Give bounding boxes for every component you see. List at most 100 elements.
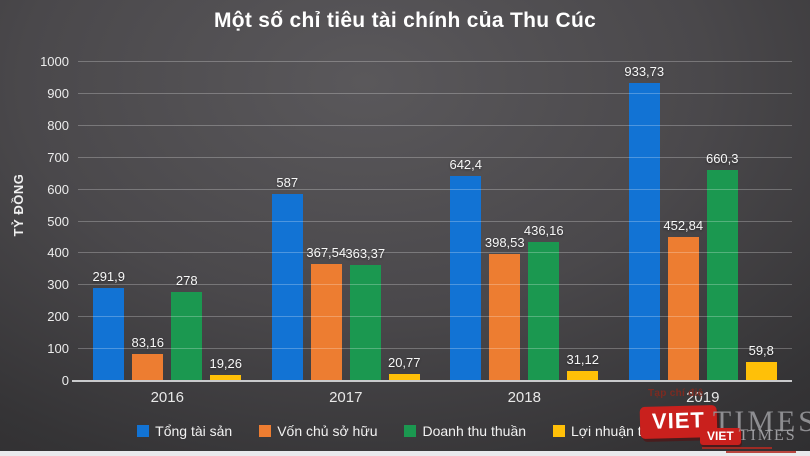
bar-value-label: 933,73 [624,64,665,80]
bar-value-label: 278 [175,273,198,289]
bar-2017 [349,265,381,381]
bar-wrap: 19,26 [209,356,242,381]
chart-title: Một số chỉ tiêu tài chính của Thu Cúc [213,9,597,32]
bar-group-2019: 933,73 452,84 660,3 59,8 2019 [624,62,777,406]
bar-wrap: 398,53 [485,235,525,381]
bar-group-2017: 587 367,54 363,37 20,77 2017 [271,62,421,406]
y-tick-label: 900 [47,85,69,101]
gridline [78,92,792,94]
legend-swatch [553,425,566,437]
y-tick-label: 400 [47,245,69,261]
legend-label: Doanh thu thuần [422,423,527,439]
legend: Tổng tài sản Vốn chủ sở hữu Doanh thu thuầ… [0,423,810,439]
bar-2016 [210,374,242,381]
bar-value-label: 19,26 [209,355,243,371]
bar-wrap: 59,8 [745,343,777,381]
bar-2018 [528,241,560,381]
y-tick-label: 700 [47,149,69,165]
bar-value-label: 436,16 [523,222,564,238]
bar-2019 [706,170,738,381]
bar-wrap: 642,4 [449,157,482,381]
bar-groups: 291,9 83,16 278 19,26 2016 587 367,54 363,37 20,… [78,62,792,406]
watermark-decoration-line [726,451,796,453]
plot-area: 291,9 83,16 278 19,26 2016 587 367,54 363,37 20,… [40,54,792,406]
x-tick-label: 2017 [329,389,363,406]
legend-swatch [259,425,272,437]
y-tick-label: 800 [47,117,69,133]
bar-value-label: 660,3 [705,151,739,167]
bar-value-label: 587 [276,174,299,190]
viettimes-logo-small: VIET TIMES [700,427,797,445]
watermark-caption: Tạp chí điệ [648,388,704,399]
bar-group-2018: 642,4 398,53 436,16 31,12 2018 [449,62,599,406]
gridline [78,61,792,62]
bar-value-label: 83,16 [131,335,165,351]
legend-swatch [137,425,150,437]
viet-badge-small: VIET [700,427,741,445]
bar-value-label: 363,37 [345,246,386,262]
bar-2016 [93,287,125,381]
bar-2018 [450,176,482,381]
bar-wrap: 367,54 [306,245,346,381]
legend-item: Vốn chủ sở hữu [259,423,377,439]
legend-item: Doanh thu thuần [404,423,526,439]
viettimes-watermark: Tạp chí điệ VIET TIMES VIET TIMES [630,385,810,456]
bar-value-label: 31,12 [566,352,600,368]
bar-2019 [745,361,777,381]
y-tick-label: 500 [47,213,69,229]
bar-2016 [171,292,203,381]
bar-value-label: 59,8 [748,342,774,358]
bar-value-label: 452,84 [663,217,704,233]
y-tick-label: 1000 [40,54,69,69]
bar-wrap: 660,3 [706,151,739,381]
y-tick-label: 200 [47,309,69,325]
bar-value-label: 291,9 [92,268,126,284]
bar-group-2016: 291,9 83,16 278 19,26 2016 [92,62,242,406]
y-axis-label: TỶ ĐỒNG [11,173,26,237]
bar-2017 [271,193,303,381]
bar-wrap: 291,9 [92,269,125,381]
bar-2018 [567,371,599,381]
bar-wrap: 278 [171,273,203,381]
legend-label: Vốn chủ sở hữu [277,423,378,439]
y-tick-label: 0 [61,373,69,388]
bar-wrap: 363,37 [345,246,385,381]
bar-wrap: 83,16 [131,335,164,381]
x-tick-label: 2018 [507,389,541,406]
bar-value-label: 642,4 [449,157,483,173]
bar-2019 [628,83,660,381]
bar-value-label: 20,77 [387,355,421,371]
gridline [78,284,792,286]
bar-2016 [132,354,164,381]
gridline [78,348,792,350]
bar-wrap: 587 [271,175,303,381]
bar-value-label: 367,54 [306,244,347,260]
legend-swatch [404,425,417,437]
bar-2017 [310,263,342,381]
gridline [78,188,792,190]
legend-item: Tổng tài sản [137,423,232,439]
bar-wrap: 31,12 [566,352,599,381]
x-axis-line [72,380,792,382]
legend-label: Tổng tài sản [155,423,233,439]
bar-wrap: 452,84 [663,218,703,381]
bar-wrap: 933,73 [624,64,664,381]
x-tick-label: 2016 [150,389,184,406]
gridline [78,220,792,222]
x-tick-label: 2019 [686,389,720,406]
times-text-small: TIMES [738,427,797,444]
y-tick-label: 600 [47,181,69,197]
gridline [78,252,792,254]
gridline [78,156,792,158]
bar-2018 [489,253,521,381]
watermark-decoration-line [702,447,772,449]
bar-wrap: 20,77 [388,355,421,381]
gridline [78,124,792,126]
bar-2019 [667,236,699,381]
y-tick-label: 300 [47,277,69,293]
gridline [78,316,792,318]
bar-wrap: 436,16 [524,223,564,381]
bar-2017 [388,374,420,381]
bottom-strip [0,451,810,456]
